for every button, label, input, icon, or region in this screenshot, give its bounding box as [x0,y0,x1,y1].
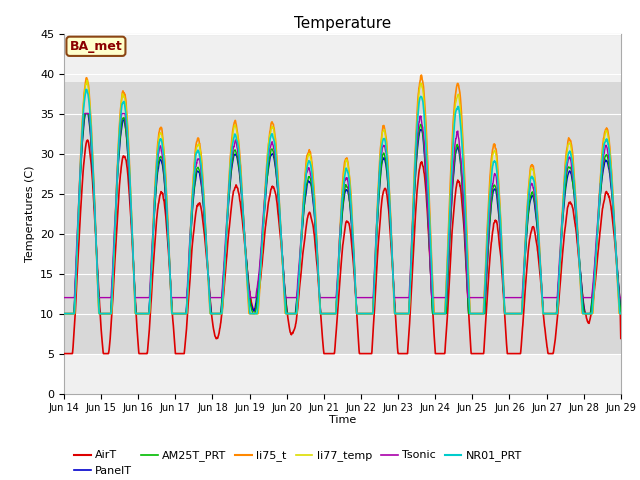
li75_t [60,311,68,316]
AirT [584,318,591,324]
AirT [504,351,512,357]
Line: li75_t: li75_t [64,75,621,313]
AM25T_PRT [584,311,591,316]
li75_t [584,311,591,316]
li77_temp [83,77,91,83]
li77_temp [371,268,379,274]
li77_temp [584,311,591,316]
PanelT [617,311,625,316]
li75_t [371,275,378,280]
AM25T_PRT [504,311,512,316]
AirT [371,302,379,308]
Tsonic [371,262,379,267]
Line: AirT: AirT [64,140,621,354]
Tsonic [617,295,625,300]
AM25T_PRT [81,111,89,117]
PanelT [60,311,68,316]
X-axis label: Time: Time [329,415,356,425]
li75_t [504,311,512,316]
li77_temp [216,311,223,316]
Tsonic [60,295,68,300]
PanelT [504,311,512,316]
PanelT [216,311,223,316]
PanelT [81,111,89,117]
Tsonic [504,295,512,300]
Bar [64,82,621,354]
Line: NR01_PRT: NR01_PRT [64,89,621,313]
AirT [568,202,575,208]
AirT [617,336,625,341]
Tsonic [584,295,591,300]
Text: BA_met: BA_met [70,40,122,53]
Line: li77_temp: li77_temp [64,80,621,313]
AirT [84,137,92,143]
Legend: AirT, PanelT, AM25T_PRT, li75_t, li77_temp, Tsonic, NR01_PRT: AirT, PanelT, AM25T_PRT, li75_t, li77_te… [70,446,527,480]
li75_t [418,72,426,78]
li77_temp [359,311,367,316]
NR01_PRT [617,311,625,316]
li75_t [617,311,625,316]
li77_temp [504,311,512,316]
NR01_PRT [504,311,512,316]
li77_temp [60,311,68,316]
NR01_PRT [216,311,223,316]
NR01_PRT [83,86,90,92]
NR01_PRT [568,156,575,162]
Line: PanelT: PanelT [64,114,621,313]
PanelT [359,311,367,316]
Line: AM25T_PRT: AM25T_PRT [64,114,621,313]
Tsonic [359,295,367,300]
li75_t [358,311,366,316]
NR01_PRT [359,311,367,316]
PanelT [584,311,591,316]
AirT [359,351,367,357]
PanelT [568,175,575,180]
NR01_PRT [584,311,591,316]
PanelT [371,269,379,275]
AirT [60,351,68,357]
Tsonic [216,295,223,300]
AM25T_PRT [617,311,625,316]
AM25T_PRT [359,311,367,316]
AM25T_PRT [216,311,223,316]
Line: Tsonic: Tsonic [64,114,621,298]
AM25T_PRT [371,270,379,276]
NR01_PRT [60,311,68,316]
li77_temp [568,151,575,156]
Tsonic [568,166,575,172]
li75_t [216,311,223,316]
Y-axis label: Temperatures (C): Temperatures (C) [24,165,35,262]
AM25T_PRT [568,169,575,175]
AirT [216,327,223,333]
NR01_PRT [371,268,379,274]
Title: Temperature: Temperature [294,16,391,31]
Tsonic [80,111,88,117]
li75_t [568,144,575,150]
AM25T_PRT [60,311,68,316]
li77_temp [617,311,625,316]
